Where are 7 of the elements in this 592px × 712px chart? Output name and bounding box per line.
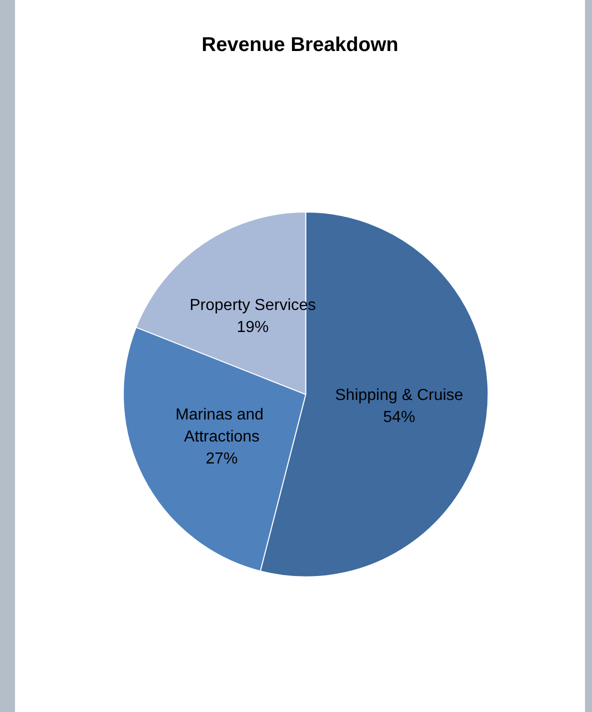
data-label: 19% [236, 319, 269, 336]
slice-label: Property Services [190, 297, 316, 314]
slice-label: Shipping & Cruise [335, 386, 464, 404]
data-label: 54% [383, 408, 416, 426]
data-label: 27% [206, 450, 238, 468]
slice-label: Marinas and Attractions [176, 406, 268, 446]
chart-title: Revenue Breakdown [202, 34, 398, 56]
